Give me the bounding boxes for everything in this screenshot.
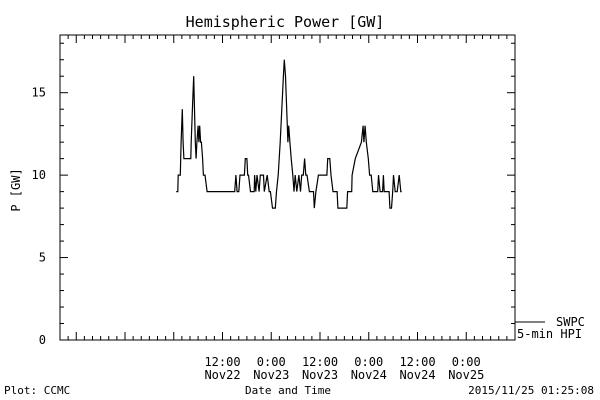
x-tick-label-time: 12:00	[399, 355, 435, 369]
x-axis-label: Date and Time	[245, 384, 331, 397]
x-tick-label-time: 0:00	[452, 355, 481, 369]
y-tick-label: 5	[39, 251, 46, 265]
x-tick-label-date: Nov23	[302, 368, 338, 382]
series-line-5-min-hpi	[176, 59, 402, 209]
legend: SWPC 5-min HPI	[514, 315, 585, 341]
y-axis-label: P [GW]	[9, 168, 23, 211]
x-tick-label-date: Nov24	[351, 368, 387, 382]
chart-title: Hemispheric Power [GW]	[186, 13, 385, 31]
x-tick-label-time: 12:00	[204, 355, 240, 369]
y-tick-label: 0	[39, 333, 46, 347]
legend-swpc-label: SWPC	[556, 315, 585, 329]
x-tick-label-date: Nov23	[253, 368, 289, 382]
x-tick-label-date: Nov24	[399, 368, 435, 382]
plot-frame	[59, 34, 516, 341]
x-tick-label-time: 0:00	[354, 355, 383, 369]
x-tick-label-date: Nov25	[448, 368, 484, 382]
y-axis: 0 5 10 15	[32, 42, 515, 347]
x-tick-label-date: Nov22	[204, 368, 240, 382]
x-tick-label-time: 0:00	[257, 355, 286, 369]
x-axis: 12:00Nov220:00Nov2312:00Nov230:00Nov2412…	[59, 35, 516, 382]
legend-hpi-label: 5-min HPI	[517, 327, 582, 341]
footer-timestamp: 2015/11/25 01:25:08	[468, 384, 594, 397]
footer-credit: Plot: CCMC	[4, 384, 70, 397]
x-tick-label-time: 12:00	[302, 355, 338, 369]
y-tick-label: 10	[32, 168, 46, 182]
y-tick-label: 15	[32, 86, 46, 100]
